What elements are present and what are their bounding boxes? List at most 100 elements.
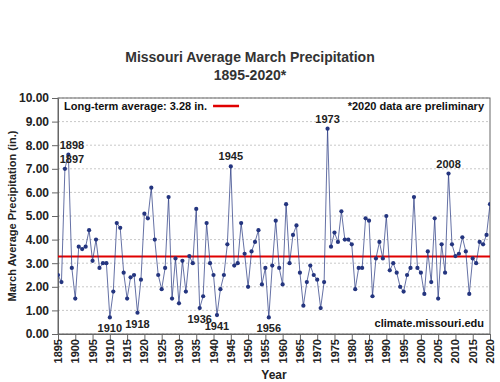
data-point <box>253 240 257 244</box>
data-point <box>229 164 233 168</box>
data-point <box>191 261 195 265</box>
data-point <box>149 186 153 190</box>
data-point <box>287 261 291 265</box>
y-tick: 3.00 <box>26 257 58 271</box>
x-tick: 1910 <box>104 334 116 363</box>
data-point <box>184 289 188 293</box>
data-point <box>63 167 67 171</box>
data-point <box>471 256 475 260</box>
data-point <box>122 271 126 275</box>
data-point <box>160 287 164 291</box>
data-point <box>391 261 395 265</box>
data-point <box>256 228 260 232</box>
x-tick: 1975 <box>329 334 341 363</box>
data-point <box>73 296 77 300</box>
x-tick: 1970 <box>311 334 323 363</box>
subtitle: 1895-2020* <box>214 67 287 83</box>
x-tick-label: 1985 <box>363 339 375 363</box>
y-tick: 6.00 <box>26 186 58 200</box>
data-point <box>308 263 312 267</box>
annotation: 2008 <box>436 158 460 170</box>
data-point <box>177 301 181 305</box>
source: climate.missouri.edu <box>375 317 484 329</box>
y-tick-mark <box>52 98 58 99</box>
data-point <box>215 313 219 317</box>
data-point <box>80 247 84 251</box>
x-tick: 1990 <box>380 334 392 363</box>
y-tick-mark <box>52 169 58 170</box>
data-point <box>208 261 212 265</box>
data-point <box>239 221 243 225</box>
data-point <box>263 266 267 270</box>
data-point <box>291 233 295 237</box>
x-tick: 2015 <box>467 334 479 363</box>
data-point <box>156 273 160 277</box>
data-point <box>436 296 440 300</box>
data-point <box>395 271 399 275</box>
annotation: 1898 <box>60 139 84 151</box>
data-point <box>446 171 450 175</box>
x-tick-label: 1900 <box>69 339 81 363</box>
annotation: 1945 <box>219 150 243 162</box>
annotation: 1973 <box>315 113 339 125</box>
data-point <box>322 280 326 284</box>
x-tick-label: 2000 <box>415 339 427 363</box>
y-tick-mark <box>52 145 58 146</box>
x-tick-label: 1955 <box>259 339 271 363</box>
annotation: 1941 <box>205 320 229 332</box>
data-point <box>429 280 433 284</box>
data-point <box>270 263 274 267</box>
x-tick: 1895 <box>52 334 64 363</box>
data-point <box>363 216 367 220</box>
y-tick: 8.00 <box>26 139 58 153</box>
data-point <box>135 311 139 315</box>
x-tick-label: 1930 <box>173 339 185 363</box>
x-tick: 2010 <box>449 334 461 363</box>
data-point <box>77 245 81 249</box>
x-tick-label: 1995 <box>398 339 410 363</box>
data-point <box>325 127 329 131</box>
data-point <box>374 256 378 260</box>
data-point <box>377 240 381 244</box>
title: Missouri Average March Precipitation <box>125 49 374 65</box>
data-point <box>401 289 405 293</box>
data-point <box>381 256 385 260</box>
data-point <box>146 216 150 220</box>
data-point <box>84 245 88 249</box>
grid <box>58 98 490 334</box>
y-tick-label: 10.00 <box>19 91 49 105</box>
x-tick-label: 2005 <box>432 339 444 363</box>
data-point <box>415 266 419 270</box>
data-point <box>474 261 478 265</box>
x-tick-label: 1925 <box>156 339 168 363</box>
x-tick: 1995 <box>398 334 410 363</box>
data-point <box>353 287 357 291</box>
x-tick-label: 1970 <box>311 339 323 363</box>
x-tick: 1955 <box>259 334 271 363</box>
grid-line <box>58 192 490 193</box>
x-tick-label: 1915 <box>121 339 133 363</box>
data-point <box>484 233 488 237</box>
data-point <box>478 240 482 244</box>
data-point <box>87 228 91 232</box>
y-tick-label: 4.00 <box>26 233 50 247</box>
data-point <box>125 296 129 300</box>
plot-frame <box>58 98 490 334</box>
reference-label: Long-term average: 3.28 in. <box>64 100 207 112</box>
x-tick-label: 2015 <box>467 339 479 363</box>
data-point <box>332 230 336 234</box>
data-point <box>294 223 298 227</box>
x-tick: 1980 <box>346 334 358 363</box>
data-point <box>350 242 354 246</box>
annotation: 1918 <box>125 318 149 330</box>
y-tick-label: 9.00 <box>26 115 50 129</box>
x-tick-label: 1975 <box>329 339 341 363</box>
grid-line <box>58 216 490 217</box>
x-tick-label: 2010 <box>449 339 461 363</box>
data-point <box>249 249 253 253</box>
y-axis: 0.001.002.003.004.005.006.007.008.009.00… <box>19 91 59 341</box>
data-point <box>94 237 98 241</box>
x-tick: 1945 <box>225 334 237 363</box>
x-tick: 1960 <box>277 334 289 363</box>
data-point <box>281 282 285 286</box>
